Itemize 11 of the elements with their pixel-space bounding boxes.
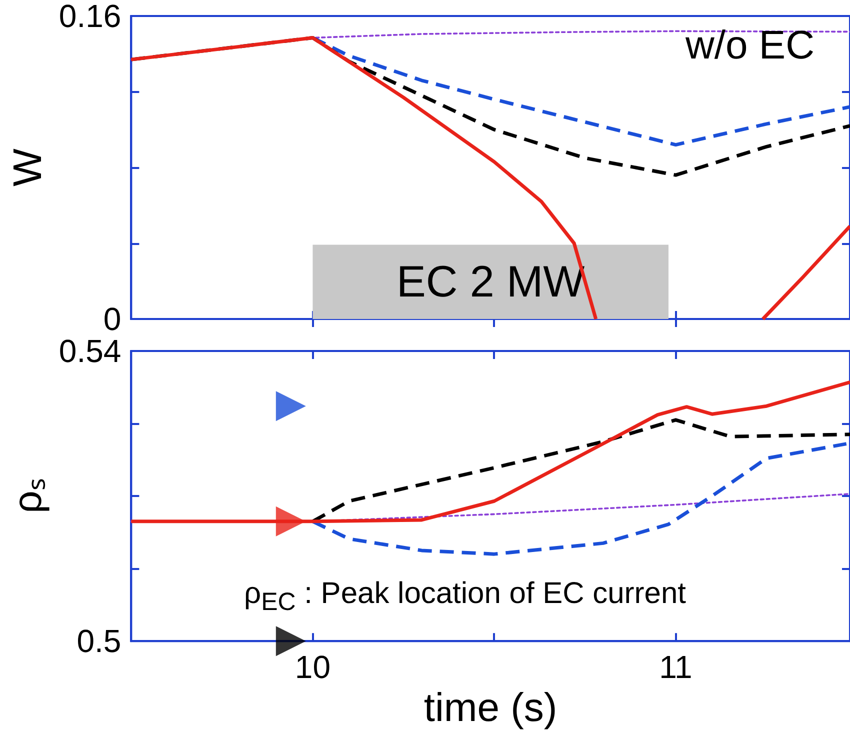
x-tick-label: 11 [659,649,692,686]
line-series [310,442,848,556]
y-tick-label: 0.16 [58,0,122,34]
y-tick-label: 0.5 [76,623,122,660]
band-label: EC 2 MW [396,257,586,306]
annotation: w/o EC [686,24,814,68]
x-tick-label: 10 [294,649,330,686]
annotation: ρ$_{EC}$ : Peak location of EC current [244,577,686,617]
y-axis-title: W [6,148,50,186]
x-axis-title: time (s) [424,686,558,730]
y-axis-title: ρₛ [6,478,50,514]
